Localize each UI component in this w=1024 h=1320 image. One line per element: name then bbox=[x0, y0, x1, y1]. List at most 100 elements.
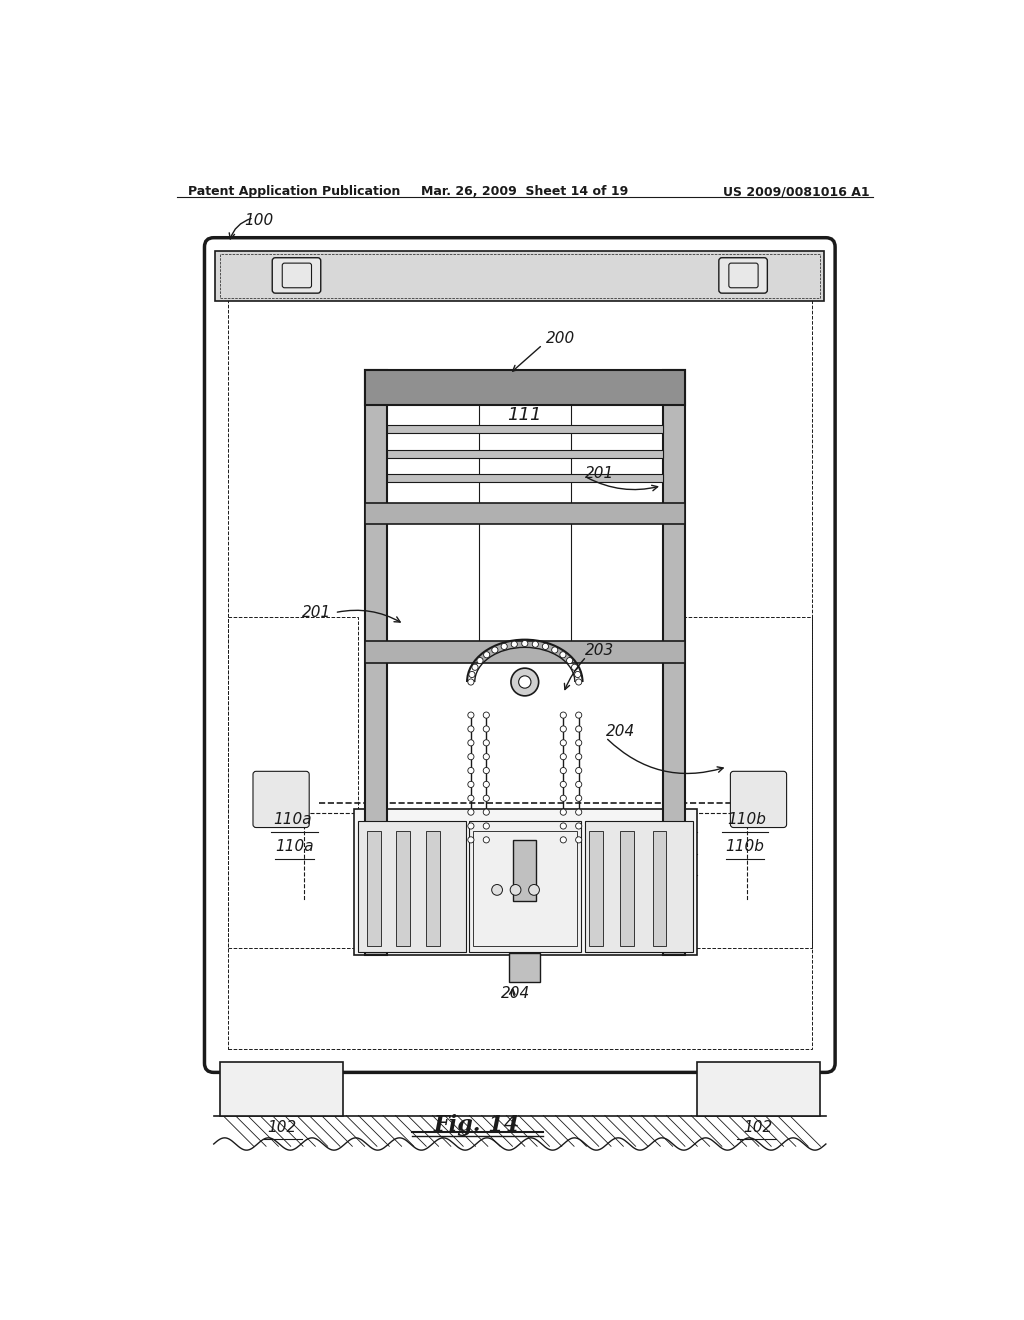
Circle shape bbox=[477, 657, 483, 664]
Circle shape bbox=[511, 642, 517, 647]
Circle shape bbox=[566, 657, 572, 664]
Bar bbox=[366, 370, 387, 956]
Circle shape bbox=[560, 822, 566, 829]
Circle shape bbox=[642, 508, 651, 517]
Circle shape bbox=[552, 647, 558, 653]
Circle shape bbox=[483, 809, 489, 816]
Bar bbox=[227, 616, 358, 948]
Bar bbox=[387, 474, 664, 482]
Bar bbox=[220, 253, 819, 298]
Circle shape bbox=[483, 767, 489, 774]
Bar bbox=[366, 370, 685, 405]
Bar bbox=[681, 616, 812, 948]
Circle shape bbox=[469, 672, 475, 677]
Bar bbox=[652, 830, 667, 946]
Circle shape bbox=[468, 781, 474, 788]
Text: 200: 200 bbox=[547, 331, 575, 346]
Circle shape bbox=[575, 678, 582, 685]
Circle shape bbox=[419, 508, 428, 517]
Text: US 2009/0081016 A1: US 2009/0081016 A1 bbox=[723, 185, 869, 198]
Bar bbox=[469, 821, 581, 952]
Circle shape bbox=[528, 884, 540, 895]
Circle shape bbox=[575, 837, 582, 843]
Circle shape bbox=[472, 664, 478, 671]
Circle shape bbox=[492, 884, 503, 895]
Circle shape bbox=[483, 837, 489, 843]
Circle shape bbox=[560, 754, 566, 760]
Circle shape bbox=[468, 767, 474, 774]
Circle shape bbox=[575, 809, 582, 816]
Bar bbox=[621, 830, 634, 946]
Text: 201: 201 bbox=[301, 605, 331, 619]
Circle shape bbox=[510, 884, 521, 895]
Circle shape bbox=[532, 642, 539, 647]
Text: 203: 203 bbox=[585, 643, 614, 659]
FancyBboxPatch shape bbox=[272, 257, 321, 293]
Circle shape bbox=[468, 822, 474, 829]
Circle shape bbox=[575, 711, 582, 718]
Bar bbox=[473, 830, 578, 946]
Circle shape bbox=[483, 781, 489, 788]
Circle shape bbox=[543, 643, 549, 649]
Text: 110b: 110b bbox=[726, 840, 765, 854]
Circle shape bbox=[483, 652, 489, 657]
Text: 102: 102 bbox=[743, 1121, 773, 1135]
Circle shape bbox=[575, 739, 582, 746]
Text: 111: 111 bbox=[508, 407, 542, 424]
Bar bbox=[509, 953, 541, 982]
Bar bbox=[585, 821, 692, 952]
Circle shape bbox=[468, 795, 474, 801]
Circle shape bbox=[468, 726, 474, 733]
Circle shape bbox=[468, 754, 474, 760]
FancyBboxPatch shape bbox=[730, 771, 786, 828]
Circle shape bbox=[518, 676, 531, 688]
Text: 102: 102 bbox=[267, 1121, 296, 1135]
Text: 100: 100 bbox=[245, 214, 273, 228]
Circle shape bbox=[399, 508, 409, 517]
Circle shape bbox=[560, 652, 566, 657]
Circle shape bbox=[468, 837, 474, 843]
Text: 110a: 110a bbox=[273, 812, 312, 828]
Circle shape bbox=[468, 739, 474, 746]
Text: 204: 204 bbox=[605, 723, 635, 739]
Circle shape bbox=[483, 795, 489, 801]
Circle shape bbox=[560, 795, 566, 801]
Bar bbox=[366, 642, 685, 663]
Bar bbox=[387, 450, 664, 458]
Circle shape bbox=[560, 726, 566, 733]
Circle shape bbox=[521, 640, 528, 647]
Text: Patent Application Publication: Patent Application Publication bbox=[188, 185, 400, 198]
FancyBboxPatch shape bbox=[205, 238, 836, 1072]
Circle shape bbox=[483, 822, 489, 829]
Bar bbox=[357, 821, 466, 952]
Bar bbox=[589, 830, 602, 946]
Circle shape bbox=[575, 754, 582, 760]
Bar bbox=[513, 840, 537, 902]
FancyBboxPatch shape bbox=[719, 257, 767, 293]
Bar bbox=[426, 830, 440, 946]
Text: 204: 204 bbox=[501, 986, 530, 1001]
Text: 110a: 110a bbox=[275, 840, 314, 854]
Text: Fig. 14: Fig. 14 bbox=[434, 1114, 520, 1135]
Circle shape bbox=[483, 726, 489, 733]
Bar bbox=[696, 1061, 819, 1115]
Circle shape bbox=[571, 664, 578, 671]
Circle shape bbox=[492, 647, 498, 653]
Circle shape bbox=[483, 739, 489, 746]
Text: 110b: 110b bbox=[727, 812, 766, 828]
Circle shape bbox=[560, 767, 566, 774]
Circle shape bbox=[574, 672, 581, 677]
Circle shape bbox=[575, 726, 582, 733]
Circle shape bbox=[575, 767, 582, 774]
Bar bbox=[367, 830, 381, 946]
Circle shape bbox=[623, 508, 632, 517]
Bar bbox=[396, 830, 410, 946]
Bar bbox=[227, 261, 812, 1049]
Text: Mar. 26, 2009  Sheet 14 of 19: Mar. 26, 2009 Sheet 14 of 19 bbox=[421, 185, 629, 198]
Circle shape bbox=[468, 678, 474, 685]
Circle shape bbox=[511, 668, 539, 696]
Bar bbox=[664, 370, 685, 956]
Text: 201: 201 bbox=[585, 466, 614, 480]
Circle shape bbox=[483, 711, 489, 718]
Circle shape bbox=[468, 809, 474, 816]
